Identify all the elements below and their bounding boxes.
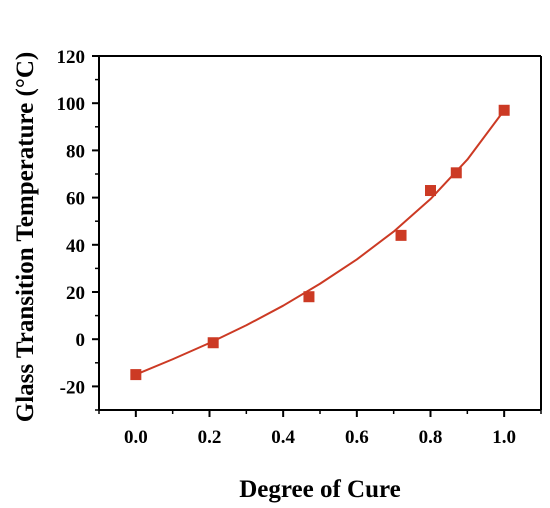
tick-marks [92, 55, 542, 417]
data-points-layer [130, 104, 510, 381]
data-point-3 [395, 229, 407, 241]
data-point-4 [425, 185, 436, 197]
tick-labels: 0.0 0.2 0.4 0.6 0.8 1.0 -20 0 20 40 60 80 100 120 [57, 47, 517, 448]
fit-curve-layer [135, 109, 505, 376]
x-tick-label: 1.0 [492, 427, 516, 448]
data-point-5 [450, 167, 462, 179]
y-tick-label: 80 [66, 141, 85, 162]
y-tick-label: 120 [57, 47, 86, 68]
data-point-2 [303, 291, 315, 303]
x-tick-label: 0.4 [271, 427, 295, 448]
y-tick-label: -20 [60, 377, 85, 398]
y-axis-title: Glass Transition Temperature (°C) [12, 52, 39, 422]
y-tick-label: 20 [66, 283, 85, 304]
x-tick-label: 0.8 [419, 427, 443, 448]
x-tick-label: 0.2 [198, 427, 222, 448]
data-point-1 [207, 337, 219, 349]
y-tick-label: 40 [66, 236, 85, 257]
x-axis-title: Degree of Cure [239, 476, 401, 503]
y-tick-label: 60 [66, 189, 85, 210]
y-tick-label: 0 [76, 330, 86, 351]
fit-curve-line [135, 109, 505, 376]
x-tick-label: 0.6 [345, 427, 369, 448]
x-tick-label: 0.0 [124, 427, 148, 448]
data-point-6 [498, 104, 510, 116]
y-tick-label: 100 [57, 94, 86, 115]
data-point-0 [130, 369, 142, 381]
